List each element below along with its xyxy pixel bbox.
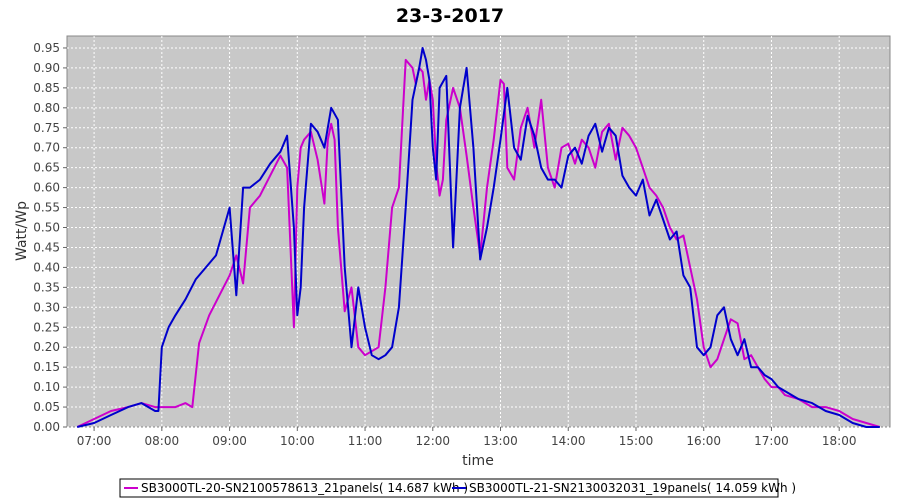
y-tick-label: 0.90 [33,61,60,75]
x-axis-label: time [462,453,494,469]
x-tick-label: 17:00 [754,434,789,448]
y-axis-label: Watt/Wp [14,201,30,261]
x-tick-label: 11:00 [348,434,383,448]
y-tick-label: 0.80 [33,101,60,115]
x-tick-label: 08:00 [145,434,180,448]
x-tick-label: 18:00 [822,434,857,448]
y-tick-label: 0.10 [33,380,60,394]
y-tick-label: 0.75 [33,121,60,135]
y-tick-label: 0.70 [33,141,60,155]
y-tick-label: 0.85 [33,81,60,95]
legend: SB3000TL-20-SN2100578613_21panels( 14.68… [119,478,796,498]
x-tick-label: 07:00 [77,434,112,448]
series-line-1 [76,58,881,428]
series-layer [76,47,881,428]
chart-title: 23-3-2017 [396,5,504,27]
x-tick-label: 15:00 [619,434,654,448]
y-tick-label: 0.55 [33,201,60,215]
x-tick-label: 14:00 [551,434,586,448]
y-tick-label: 0.40 [33,260,60,274]
y-tick-label: 0.35 [33,280,60,294]
x-tick-label: 10:00 [280,434,315,448]
y-tick-label: 0.25 [33,320,60,334]
y-tick-label: 0.50 [33,221,60,235]
y-tick-label: 0.60 [33,181,60,195]
legend-label-2: SB3000TL-21-SN2130032031_19panels( 14.05… [469,481,796,495]
y-tick-label: 0.05 [33,400,60,414]
x-tick-label: 13:00 [483,434,518,448]
legend-box [119,478,779,498]
series-line-2 [76,47,880,428]
y-tick-label: 0.00 [33,420,60,434]
y-tick-label: 0.15 [33,360,60,374]
y-tick-label: 0.20 [33,340,60,354]
y-tick-label: 0.30 [33,300,60,314]
y-tick-label: 0.65 [33,161,60,175]
y-tick-label: 0.95 [33,41,60,55]
x-tick-label: 12:00 [415,434,450,448]
grid-layer [67,36,890,428]
x-tick-label: 09:00 [212,434,247,448]
axis-layer: 0.00 0.05 0.10 0.15 0.20 0.25 0.30 0.35 0.40 0.45… [33,41,856,448]
x-tick-label: 16:00 [686,434,721,448]
y-tick-label: 0.45 [33,240,60,254]
legend-label-1: SB3000TL-20-SN2100578613_21panels( 14.68… [141,481,468,495]
